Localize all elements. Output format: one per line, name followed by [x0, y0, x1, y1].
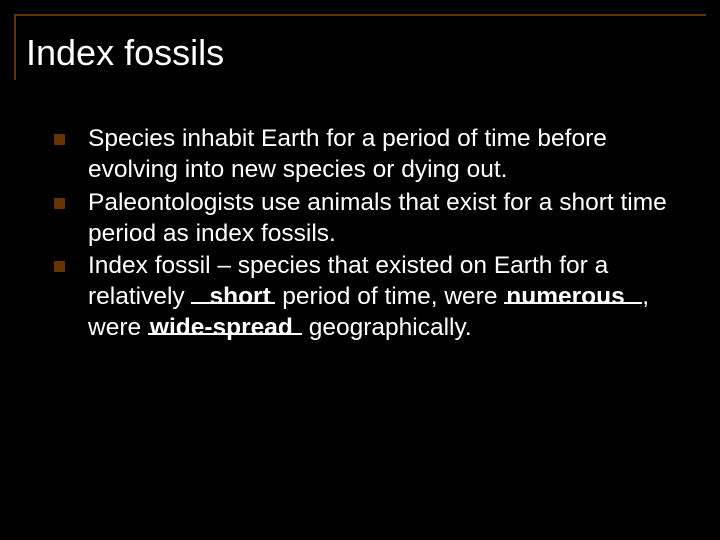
bullet-item: Paleontologists use animals that exist f… [54, 188, 678, 250]
bullet-text-segment: geographically. [302, 314, 472, 341]
fill-blank: wide-spread [148, 313, 302, 344]
bullet-list: Species inhabit Earth for a period of ti… [54, 124, 678, 344]
title-frame: Index fossils [14, 14, 706, 80]
blank-answer: wide-spread [150, 313, 293, 344]
square-bullet-icon [54, 198, 65, 209]
slide-body: Species inhabit Earth for a period of ti… [54, 124, 678, 346]
bullet-text-segment: period of time, were [275, 283, 504, 310]
blank-answer: numerous [506, 282, 624, 313]
slide-title: Index fossils [26, 32, 224, 74]
bullet-text: Species inhabit Earth for a period of ti… [88, 125, 607, 183]
fill-blank: numerous [504, 282, 642, 313]
bullet-text: Paleontologists use animals that exist f… [88, 189, 667, 247]
blank-answer: short [209, 282, 270, 313]
square-bullet-icon [54, 134, 65, 145]
square-bullet-icon [54, 261, 65, 272]
bullet-item: Index fossil – species that existed on E… [54, 251, 678, 344]
bullet-item: Species inhabit Earth for a period of ti… [54, 124, 678, 186]
fill-blank: short [191, 282, 275, 313]
